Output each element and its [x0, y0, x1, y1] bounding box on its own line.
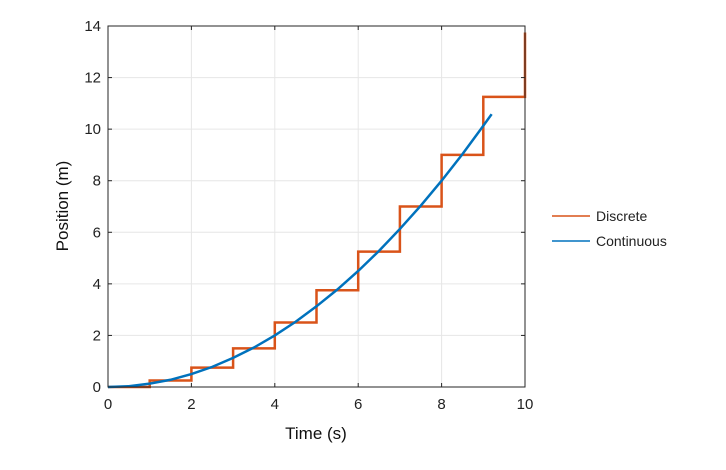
x-tick-label: 8	[437, 396, 445, 413]
x-tick-label: 4	[271, 396, 279, 413]
legend: Discrete Continuous	[552, 208, 667, 249]
x-axis-label: Time (s)	[285, 424, 347, 443]
y-tick-label: 8	[93, 173, 101, 190]
ticks: 0 2 4 6 8 10 0 2 4 6 8 10 12 14	[84, 18, 533, 413]
series-layer	[107, 32, 527, 389]
series-discrete-line	[108, 32, 527, 389]
y-tick-label: 12	[84, 70, 101, 87]
y-tick-label: 10	[84, 121, 101, 138]
legend-label-continuous: Continuous	[596, 233, 667, 249]
series-continuous-line	[107, 113, 493, 389]
y-tick-label: 0	[93, 379, 101, 396]
y-tick-label: 4	[93, 276, 101, 293]
x-tick-label: 0	[104, 396, 112, 413]
plot-frame	[107, 25, 526, 388]
legend-label-discrete: Discrete	[596, 208, 648, 224]
x-tick-label: 10	[517, 396, 534, 413]
y-tick-label: 6	[93, 224, 101, 241]
grid	[107, 25, 526, 388]
y-tick-label: 2	[93, 327, 101, 344]
x-tick-label: 6	[354, 396, 362, 413]
x-tick-label: 2	[187, 396, 195, 413]
y-axis-label: Position (m)	[53, 161, 72, 252]
y-tick-label: 14	[84, 18, 101, 35]
